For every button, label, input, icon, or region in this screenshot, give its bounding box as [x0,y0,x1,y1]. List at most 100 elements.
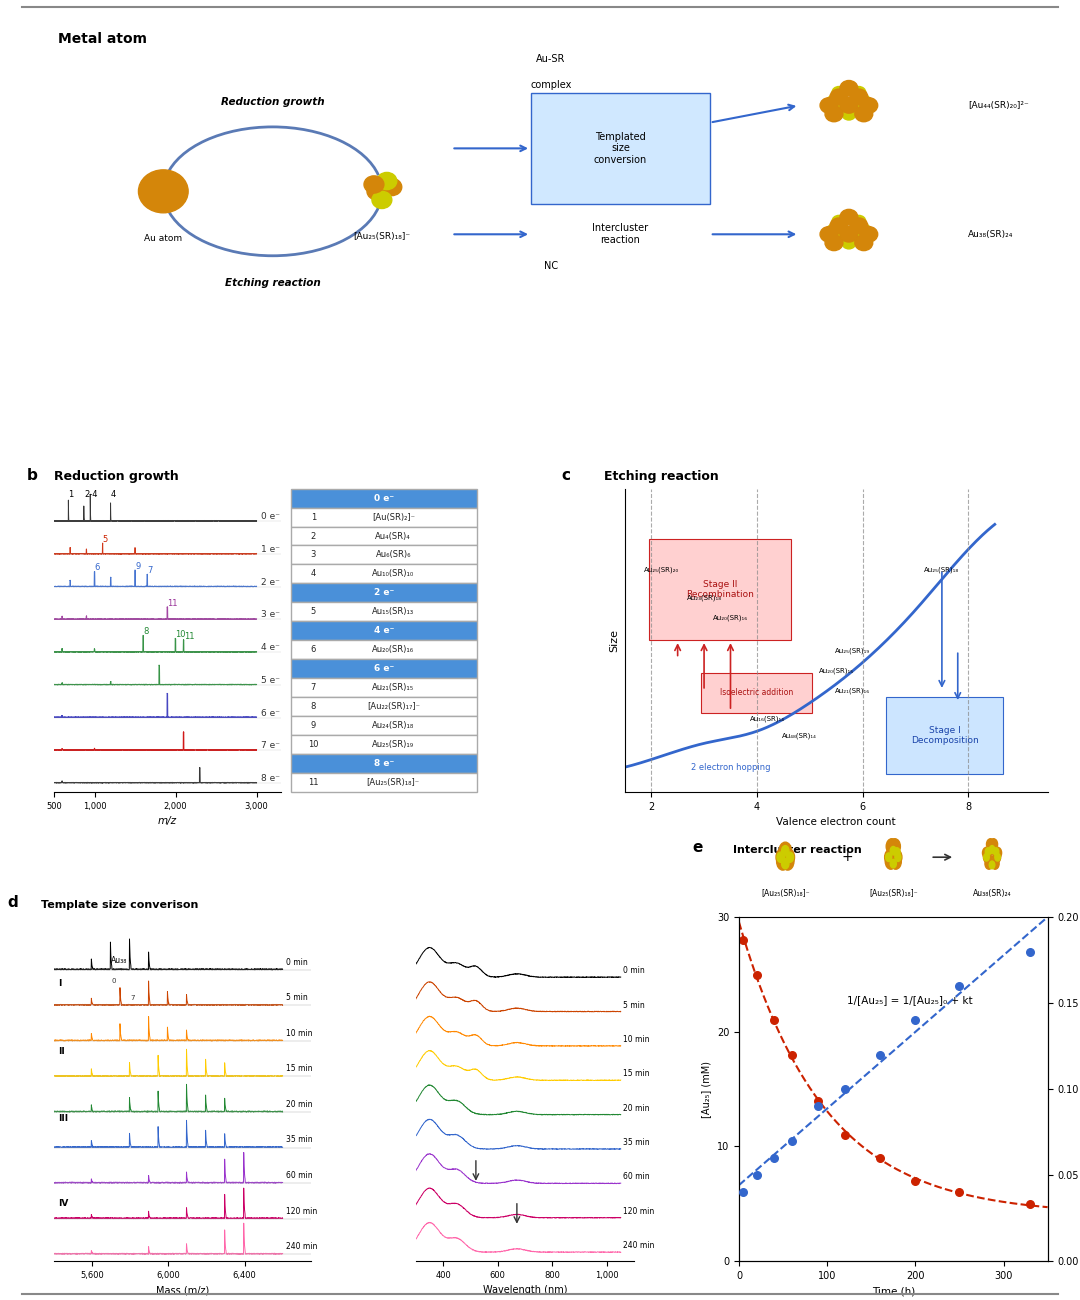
Text: 5: 5 [311,607,316,616]
Text: Intercluster reaction: Intercluster reaction [733,845,862,855]
Text: 8: 8 [311,702,316,711]
X-axis label: Mass (m/z): Mass (m/z) [156,1286,210,1295]
Text: 6 e⁻: 6 e⁻ [374,664,394,673]
Text: Template size converison: Template size converison [41,901,199,910]
Text: Stage I
Decomposition: Stage I Decomposition [910,725,978,745]
Text: 7 e⁻: 7 e⁻ [260,741,280,750]
Text: Au₂₅(SR)₂₀: Au₂₅(SR)₂₀ [644,567,679,573]
Text: 10 min: 10 min [286,1028,313,1037]
FancyBboxPatch shape [292,546,476,564]
Text: 5 min: 5 min [286,993,308,1002]
Point [872,1044,889,1065]
Text: 5 e⁻: 5 e⁻ [260,676,280,685]
Circle shape [831,218,848,234]
X-axis label: Valence electron count: Valence electron count [777,818,896,827]
Text: Reduction growth: Reduction growth [54,469,179,482]
Text: 4 e⁻: 4 e⁻ [260,644,280,653]
FancyBboxPatch shape [292,564,476,584]
Point [748,965,766,985]
Text: Etching reaction: Etching reaction [225,278,321,287]
FancyBboxPatch shape [292,659,476,679]
FancyBboxPatch shape [292,734,476,754]
Text: 20 min: 20 min [623,1104,650,1113]
Text: 6: 6 [95,563,99,572]
Text: 0: 0 [111,979,116,984]
Text: [Au(SR)₂]⁻: [Au(SR)₂]⁻ [372,512,415,521]
Text: 6 e⁻: 6 e⁻ [260,708,280,718]
Circle shape [840,81,858,96]
Text: 2-4: 2-4 [84,490,97,499]
Circle shape [138,170,188,213]
Circle shape [852,216,866,228]
Text: [Au₂₂(SR)₁₇]⁻: [Au₂₂(SR)₁₇]⁻ [367,702,420,711]
Text: b: b [27,468,38,482]
FancyBboxPatch shape [701,672,812,712]
Circle shape [840,209,858,225]
Circle shape [382,178,402,195]
Text: Au₂₅(SR)₁₉: Au₂₅(SR)₁₉ [373,740,415,749]
Circle shape [855,107,873,122]
Text: 2: 2 [311,532,316,541]
Text: Au₁₆(SR)₁₄: Au₁₆(SR)₁₄ [750,716,785,723]
X-axis label: Time (h): Time (h) [872,1286,915,1296]
Text: 1/[Au₂₅] = 1/[Au₂₅]₀ + kt: 1/[Au₂₅] = 1/[Au₂₅]₀ + kt [847,996,973,1005]
Point [810,1091,827,1112]
Text: 8 e⁻: 8 e⁻ [374,759,394,768]
Point [950,976,968,997]
FancyBboxPatch shape [292,697,476,716]
FancyBboxPatch shape [649,540,792,641]
Circle shape [852,233,866,244]
Circle shape [377,173,396,190]
FancyBboxPatch shape [292,716,476,734]
Circle shape [827,95,841,107]
Circle shape [825,235,842,251]
Text: 11: 11 [184,632,194,641]
Text: Au₂₅(SR)₁₈: Au₂₅(SR)₁₈ [924,567,959,573]
Text: 60 min: 60 min [286,1171,313,1180]
Text: Au₂₅(SR)₁₉: Au₂₅(SR)₁₉ [835,647,869,654]
Text: II: II [58,1046,65,1056]
Point [748,1165,766,1186]
Text: 2 e⁻: 2 e⁻ [374,589,394,598]
Circle shape [852,104,866,116]
FancyBboxPatch shape [292,602,476,621]
Text: 240 min: 240 min [623,1242,654,1251]
Text: 2 e⁻: 2 e⁻ [260,577,280,586]
FancyBboxPatch shape [292,489,476,507]
Text: Au₂₄(SR)₁₈: Au₂₄(SR)₁₈ [373,722,415,731]
Text: complex: complex [530,81,571,90]
Text: 120 min: 120 min [286,1206,318,1216]
Circle shape [827,224,841,237]
Circle shape [832,87,846,99]
Circle shape [856,224,870,237]
Text: Au₆(SR)₆: Au₆(SR)₆ [376,550,411,559]
X-axis label: m/z: m/z [158,816,177,826]
FancyBboxPatch shape [887,697,1002,774]
Text: Au₃₈(SR)₂₄: Au₃₈(SR)₂₄ [968,230,1013,239]
Text: 6: 6 [311,645,316,654]
Text: Au₃₈: Au₃₈ [111,956,127,965]
Circle shape [842,82,855,94]
Text: 35 min: 35 min [623,1138,650,1147]
Y-axis label: Size: Size [609,629,619,651]
Text: Etching reaction: Etching reaction [604,469,718,482]
Text: 4 e⁻: 4 e⁻ [374,627,394,636]
FancyBboxPatch shape [292,774,476,792]
Text: 20 min: 20 min [286,1100,313,1109]
Circle shape [855,235,873,251]
Text: 0 min: 0 min [286,958,308,967]
FancyBboxPatch shape [292,507,476,526]
Text: 10: 10 [308,740,319,749]
Circle shape [860,98,878,113]
Text: 4: 4 [311,569,316,578]
Point [836,1079,853,1100]
Text: Intercluster
reaction: Intercluster reaction [592,224,648,246]
Circle shape [820,98,838,113]
Circle shape [372,191,392,208]
Point [1022,1193,1039,1214]
Circle shape [852,87,866,99]
Text: [Au₂₅(SR)₁₈]⁻: [Au₂₅(SR)₁₈]⁻ [367,777,420,786]
Text: 11: 11 [308,777,319,786]
Text: NC: NC [543,261,558,270]
Point [872,1148,889,1169]
